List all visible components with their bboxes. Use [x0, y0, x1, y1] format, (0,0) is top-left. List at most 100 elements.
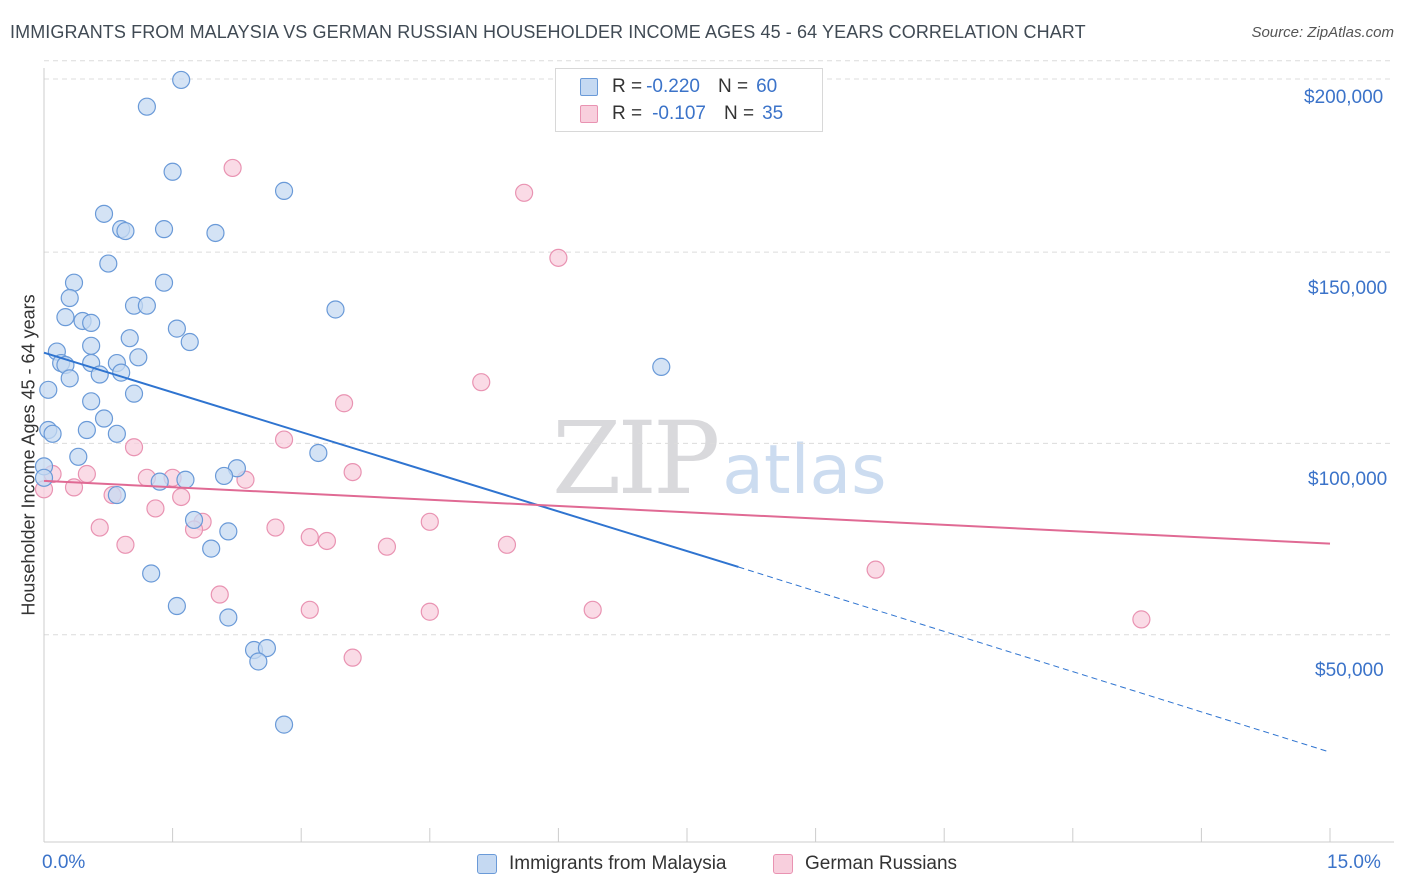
malaysia-point — [219, 608, 238, 627]
malaysia-point — [82, 392, 101, 411]
y-tick-label-200000: $200,000 — [1304, 87, 1384, 108]
malaysia-point — [176, 470, 195, 489]
german-russians-point — [515, 183, 534, 202]
legend-r-label: R = — [612, 76, 643, 97]
malaysia-point — [94, 409, 114, 428]
legend-r-label: R = — [612, 103, 643, 124]
malaysia-point — [82, 313, 101, 332]
malaysia-trend-line — [43, 351, 739, 568]
malaysia-point — [137, 97, 156, 116]
german-russians-point — [334, 394, 354, 413]
german-russians-point — [317, 531, 337, 551]
malaysia-point — [202, 539, 221, 558]
malaysia-point — [180, 332, 199, 352]
malaysia-point — [154, 220, 174, 239]
malaysia-point — [249, 652, 268, 671]
malaysia-point — [107, 485, 126, 505]
german-russians-point — [472, 373, 491, 392]
german-russians-point — [343, 648, 362, 667]
malaysia-point — [142, 564, 161, 583]
legend-n-label: N = — [723, 103, 755, 124]
german-russians-point — [124, 438, 144, 457]
source-label: Source: ZipAtlas.com — [1251, 24, 1394, 41]
malaysia-point — [274, 181, 294, 200]
legend-r-value: -0.220 — [646, 76, 700, 97]
malaysia-point — [206, 223, 225, 243]
german-russians-point — [549, 248, 568, 267]
legend-swatch-malaysia — [580, 78, 598, 96]
german-russians-point — [77, 464, 96, 484]
german-russians-point — [300, 528, 319, 547]
malaysia-point — [137, 296, 156, 315]
malaysia-point — [69, 447, 88, 466]
legend-row-malaysia: R = -0.220 N = 60 — [580, 73, 777, 101]
german-russians-point — [146, 499, 165, 518]
x-tick-label-min: 0.0% — [42, 852, 86, 873]
malaysia-point — [309, 443, 328, 463]
bottom-legend-swatch-malaysia — [477, 854, 497, 874]
malaysia-point — [116, 221, 135, 241]
legend-row-german-russians: R = -0.107 N = 35 — [580, 100, 783, 128]
malaysia-point — [124, 384, 144, 403]
german-russians-point — [300, 600, 319, 619]
grid-layer — [44, 60, 1394, 636]
legend-n-value: 60 — [756, 76, 778, 97]
y-tick-label-100000: $100,000 — [1308, 469, 1388, 490]
malaysia-point — [77, 420, 96, 440]
malaysia-point — [163, 162, 182, 181]
malaysia-point — [184, 510, 204, 530]
bottom-legend-malaysia: Immigrants from Malaysia — [477, 852, 727, 876]
trend-lines — [43, 351, 1331, 753]
german-russians-trend-line — [43, 479, 1331, 545]
malaysia-point — [43, 424, 62, 443]
malaysia-point — [652, 357, 671, 376]
malaysia-point — [326, 300, 345, 319]
malaysia-point — [172, 70, 191, 90]
malaysia-point — [39, 380, 58, 399]
malaysia-point — [60, 288, 79, 308]
malaysia-point — [154, 273, 174, 292]
malaysia-point — [129, 348, 148, 367]
legend-n-label: N = — [717, 76, 749, 97]
chart-title: IMMIGRANTS FROM MALAYSIA VS GERMAN RUSSI… — [10, 22, 1086, 42]
german-russians-point — [223, 158, 242, 178]
german-russians-point — [497, 535, 517, 554]
german-russians-point — [420, 602, 439, 621]
malaysia-point — [167, 596, 186, 616]
german-russians-point — [377, 537, 397, 556]
german-russians-point — [210, 585, 229, 604]
malaysia-point — [214, 466, 234, 486]
y-tick-label-50000: $50,000 — [1315, 660, 1384, 681]
german-russians-point — [583, 600, 602, 619]
legend-r-value: -0.107 — [652, 103, 706, 124]
x-tick-label-max: 15.0% — [1327, 852, 1381, 873]
legend-swatch-german-russians — [580, 105, 598, 123]
y-tick-label-150000: $150,000 — [1308, 278, 1388, 299]
y-axis-title: Householder Income Ages 45 - 64 years — [18, 294, 39, 616]
malaysia-point — [274, 715, 294, 734]
malaysia-point — [107, 424, 126, 443]
malaysia-point — [219, 522, 238, 541]
malaysia-point — [167, 319, 186, 338]
bottom-legend-label-malaysia: Immigrants from Malaysia — [509, 853, 727, 874]
malaysia-point — [56, 308, 75, 327]
german-russians-point — [420, 512, 439, 531]
legend-n-value: 35 — [762, 103, 784, 124]
german-russians-point — [90, 518, 109, 537]
german-russians-point — [274, 430, 294, 449]
malaysia-point — [82, 336, 101, 355]
malaysia-point — [94, 204, 114, 223]
malaysia-point — [60, 369, 79, 388]
german-russians-point — [866, 560, 885, 579]
bottom-legend-label-german-russians: German Russians — [805, 853, 958, 874]
malaysia-point — [64, 273, 84, 292]
malaysia-point — [120, 329, 139, 348]
bottom-legend-german-russians: German Russians — [773, 852, 957, 876]
malaysia-points — [34, 70, 671, 734]
german-russians-point — [266, 518, 285, 537]
malaysia-point — [257, 638, 277, 658]
malaysia-trend-extension — [738, 566, 1331, 753]
malaysia-point — [99, 254, 118, 273]
german-russians-points — [34, 158, 1151, 667]
